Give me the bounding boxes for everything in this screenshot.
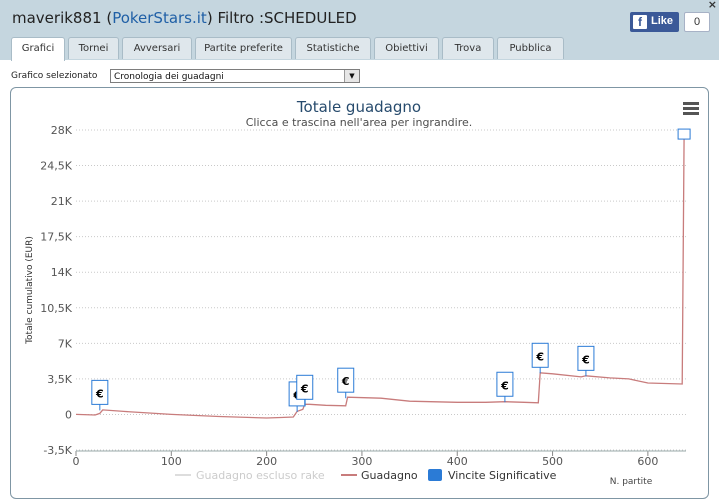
- menu-icon-bar: [683, 112, 699, 115]
- x-tick-label: 0: [73, 455, 80, 468]
- marker-flag: [91, 379, 109, 405]
- filter-text: ) Filtro :SCHEDULED: [206, 9, 357, 27]
- y-tick-label: 10,5K: [40, 302, 72, 315]
- significant-win-marker[interactable]: [677, 128, 691, 140]
- y-tick-label: 24,5K: [40, 160, 72, 173]
- chart-title: Totale guadagno: [296, 98, 421, 116]
- marker-flag: [496, 371, 514, 397]
- significant-win-marker[interactable]: €: [577, 345, 595, 377]
- x-axis-label: N. partite: [610, 477, 653, 487]
- chevron-down-icon[interactable]: ▼: [344, 70, 359, 82]
- marker-flag: [296, 374, 314, 400]
- y-tick-label: 7K: [58, 337, 73, 350]
- euro-icon: €: [341, 375, 350, 388]
- legend-label: Guadagno escluso rake: [196, 469, 325, 482]
- tab-tornei[interactable]: Tornei: [68, 37, 119, 59]
- euro-icon: €: [500, 379, 509, 392]
- page-title: maverik881 (PokerStars.it) Filtro :SCHED…: [12, 9, 357, 27]
- x-tick-label: 400: [447, 455, 468, 468]
- y-tick-label: 14K: [51, 266, 73, 279]
- legend-label: Vincite Significative: [448, 469, 557, 482]
- menu-icon-bar: [683, 107, 699, 110]
- y-tick-label: 21K: [51, 195, 73, 208]
- menu-icon-bar: [683, 102, 699, 105]
- like-label: Like: [651, 15, 674, 27]
- significant-win-marker[interactable]: €: [91, 379, 109, 411]
- legend-label: Guadagno: [361, 469, 418, 482]
- tab-partite-preferite[interactable]: Partite preferite: [195, 37, 292, 59]
- tab-trova[interactable]: Trova: [442, 37, 494, 59]
- chart-legend: Guadagno escluso rake Guadagno Vincite Sig…: [175, 469, 557, 482]
- tab-statistiche[interactable]: Statistiche: [295, 37, 371, 59]
- close-icon[interactable]: ×: [707, 0, 717, 11]
- y-tick-label: 28K: [51, 124, 73, 137]
- facebook-icon: f: [633, 15, 647, 29]
- y-axis-label: Totale cumulativo (EUR): [25, 236, 35, 345]
- y-tick-label: 0: [65, 408, 72, 421]
- tab-obiettivi[interactable]: Obiettivi: [374, 37, 439, 59]
- euro-icon: €: [300, 382, 309, 395]
- x-tick-label: 600: [637, 455, 658, 468]
- marker-flag: [577, 345, 595, 371]
- player-name: maverik881: [12, 9, 102, 27]
- y-tick-label: -3,5K: [43, 444, 72, 457]
- euro-icon: €: [535, 350, 544, 363]
- significant-win-marker[interactable]: €: [337, 367, 355, 399]
- x-tick-label: 300: [351, 455, 372, 468]
- x-tick-label: 200: [256, 455, 277, 468]
- tab-grafici[interactable]: Grafici: [11, 37, 65, 61]
- chart-selector-value: Cronologia dei guadagni: [114, 72, 224, 82]
- chart-selector-label: Grafico selezionato: [11, 71, 98, 81]
- marker-flag: [337, 367, 355, 393]
- significant-win-marker[interactable]: €: [296, 374, 314, 406]
- chart-panel[interactable]: Totale guadagno Clicca e trascina nell'ar…: [10, 87, 709, 499]
- series-line-guadagno: [75, 134, 686, 419]
- y-tick-label: 17,5K: [40, 231, 72, 244]
- significant-win-marker[interactable]: €: [531, 342, 549, 374]
- euro-icon: €: [581, 353, 590, 366]
- tab-pubblica[interactable]: Pubblica: [497, 37, 564, 59]
- like-count: 0: [684, 12, 710, 32]
- title-paren: (: [101, 9, 113, 27]
- menu-icon[interactable]: [683, 102, 699, 115]
- chart-subtitle: Clicca e trascina nell'area per ingrandi…: [246, 116, 473, 129]
- title-bar: maverik881 (PokerStars.it) Filtro :SCHED…: [0, 0, 719, 36]
- facebook-like-button[interactable]: f Like: [630, 12, 679, 32]
- chart-selector-dropdown[interactable]: Cronologia dei guadagni ▼: [110, 69, 360, 83]
- x-tick-label: 500: [542, 455, 563, 468]
- significant-win-marker[interactable]: €: [496, 371, 514, 403]
- marker-flag: [677, 128, 691, 140]
- euro-icon: €: [95, 387, 104, 400]
- legend-marker-wins: [428, 469, 442, 481]
- y-tick-label: 3,5K: [47, 373, 72, 386]
- site-link[interactable]: PokerStars.it: [112, 9, 207, 27]
- x-tick-label: 100: [161, 455, 182, 468]
- marker-flag: [531, 342, 549, 368]
- tab-avversari[interactable]: Avversari: [122, 37, 192, 59]
